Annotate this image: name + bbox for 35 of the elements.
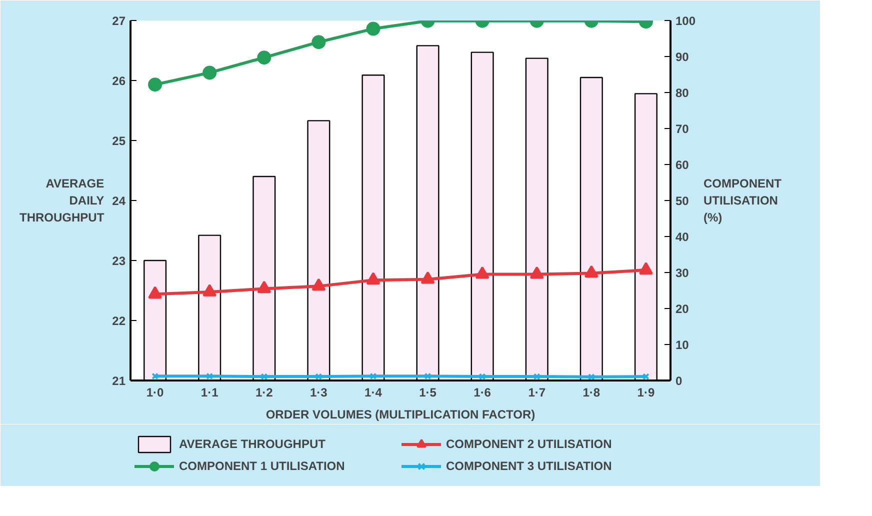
y-tick-label: 23 xyxy=(112,254,126,268)
x-tick-label: 1·8 xyxy=(582,386,600,400)
y2-tick-label: 10 xyxy=(676,338,690,352)
legend-label: COMPONENT 1 UTILISATION xyxy=(179,459,346,473)
y-tick-label: 26 xyxy=(112,74,126,88)
x-tick-label: 1·7 xyxy=(528,386,546,400)
x-tick-label: 1·3 xyxy=(310,386,328,400)
y2-tick-label: 80 xyxy=(676,86,690,100)
y-tick-label: 27 xyxy=(112,14,126,28)
y2-tick-label: 0 xyxy=(676,374,682,388)
x-tick-label: 1·2 xyxy=(255,386,274,400)
legend-label: COMPONENT 3 UTILISATION xyxy=(446,459,613,473)
x-tick-label: 1·4 xyxy=(364,386,382,400)
y2-tick-label: 60 xyxy=(676,158,690,172)
y-tick-label: 24 xyxy=(112,194,126,208)
y2-axis-title: COMPONENT UTILISATION (%) xyxy=(704,176,782,224)
y2-tick-label: 90 xyxy=(676,50,690,64)
y-tick-label: 22 xyxy=(112,314,126,328)
y2-tick-label: 40 xyxy=(676,230,690,244)
x-tick-label: 1·9 xyxy=(637,386,655,400)
y2-tick-label: 20 xyxy=(676,302,690,316)
x-tick-label: 1·0 xyxy=(146,386,164,400)
x-tick-label: 1·1 xyxy=(200,386,219,400)
y2-tick-label: 100 xyxy=(676,14,696,28)
x-tick-label: 1·6 xyxy=(474,386,492,400)
x-tick-label: 1·5 xyxy=(419,386,437,400)
legend-label: COMPONENT 2 UTILISATION xyxy=(446,437,613,451)
legend-label: AVERAGE THROUGHPUT xyxy=(179,437,326,451)
y-axis-title: AVERAGE DAILY THROUGHPUT xyxy=(19,176,105,224)
x-axis-title: ORDER VOLUMES (MULTIPLICATION FACTOR) xyxy=(266,408,536,422)
y2-tick-label: 70 xyxy=(676,122,690,136)
y2-tick-label: 50 xyxy=(676,194,690,208)
y-tick-label: 21 xyxy=(112,374,126,388)
y-tick-label: 25 xyxy=(112,134,126,148)
y2-tick-label: 30 xyxy=(676,266,690,280)
